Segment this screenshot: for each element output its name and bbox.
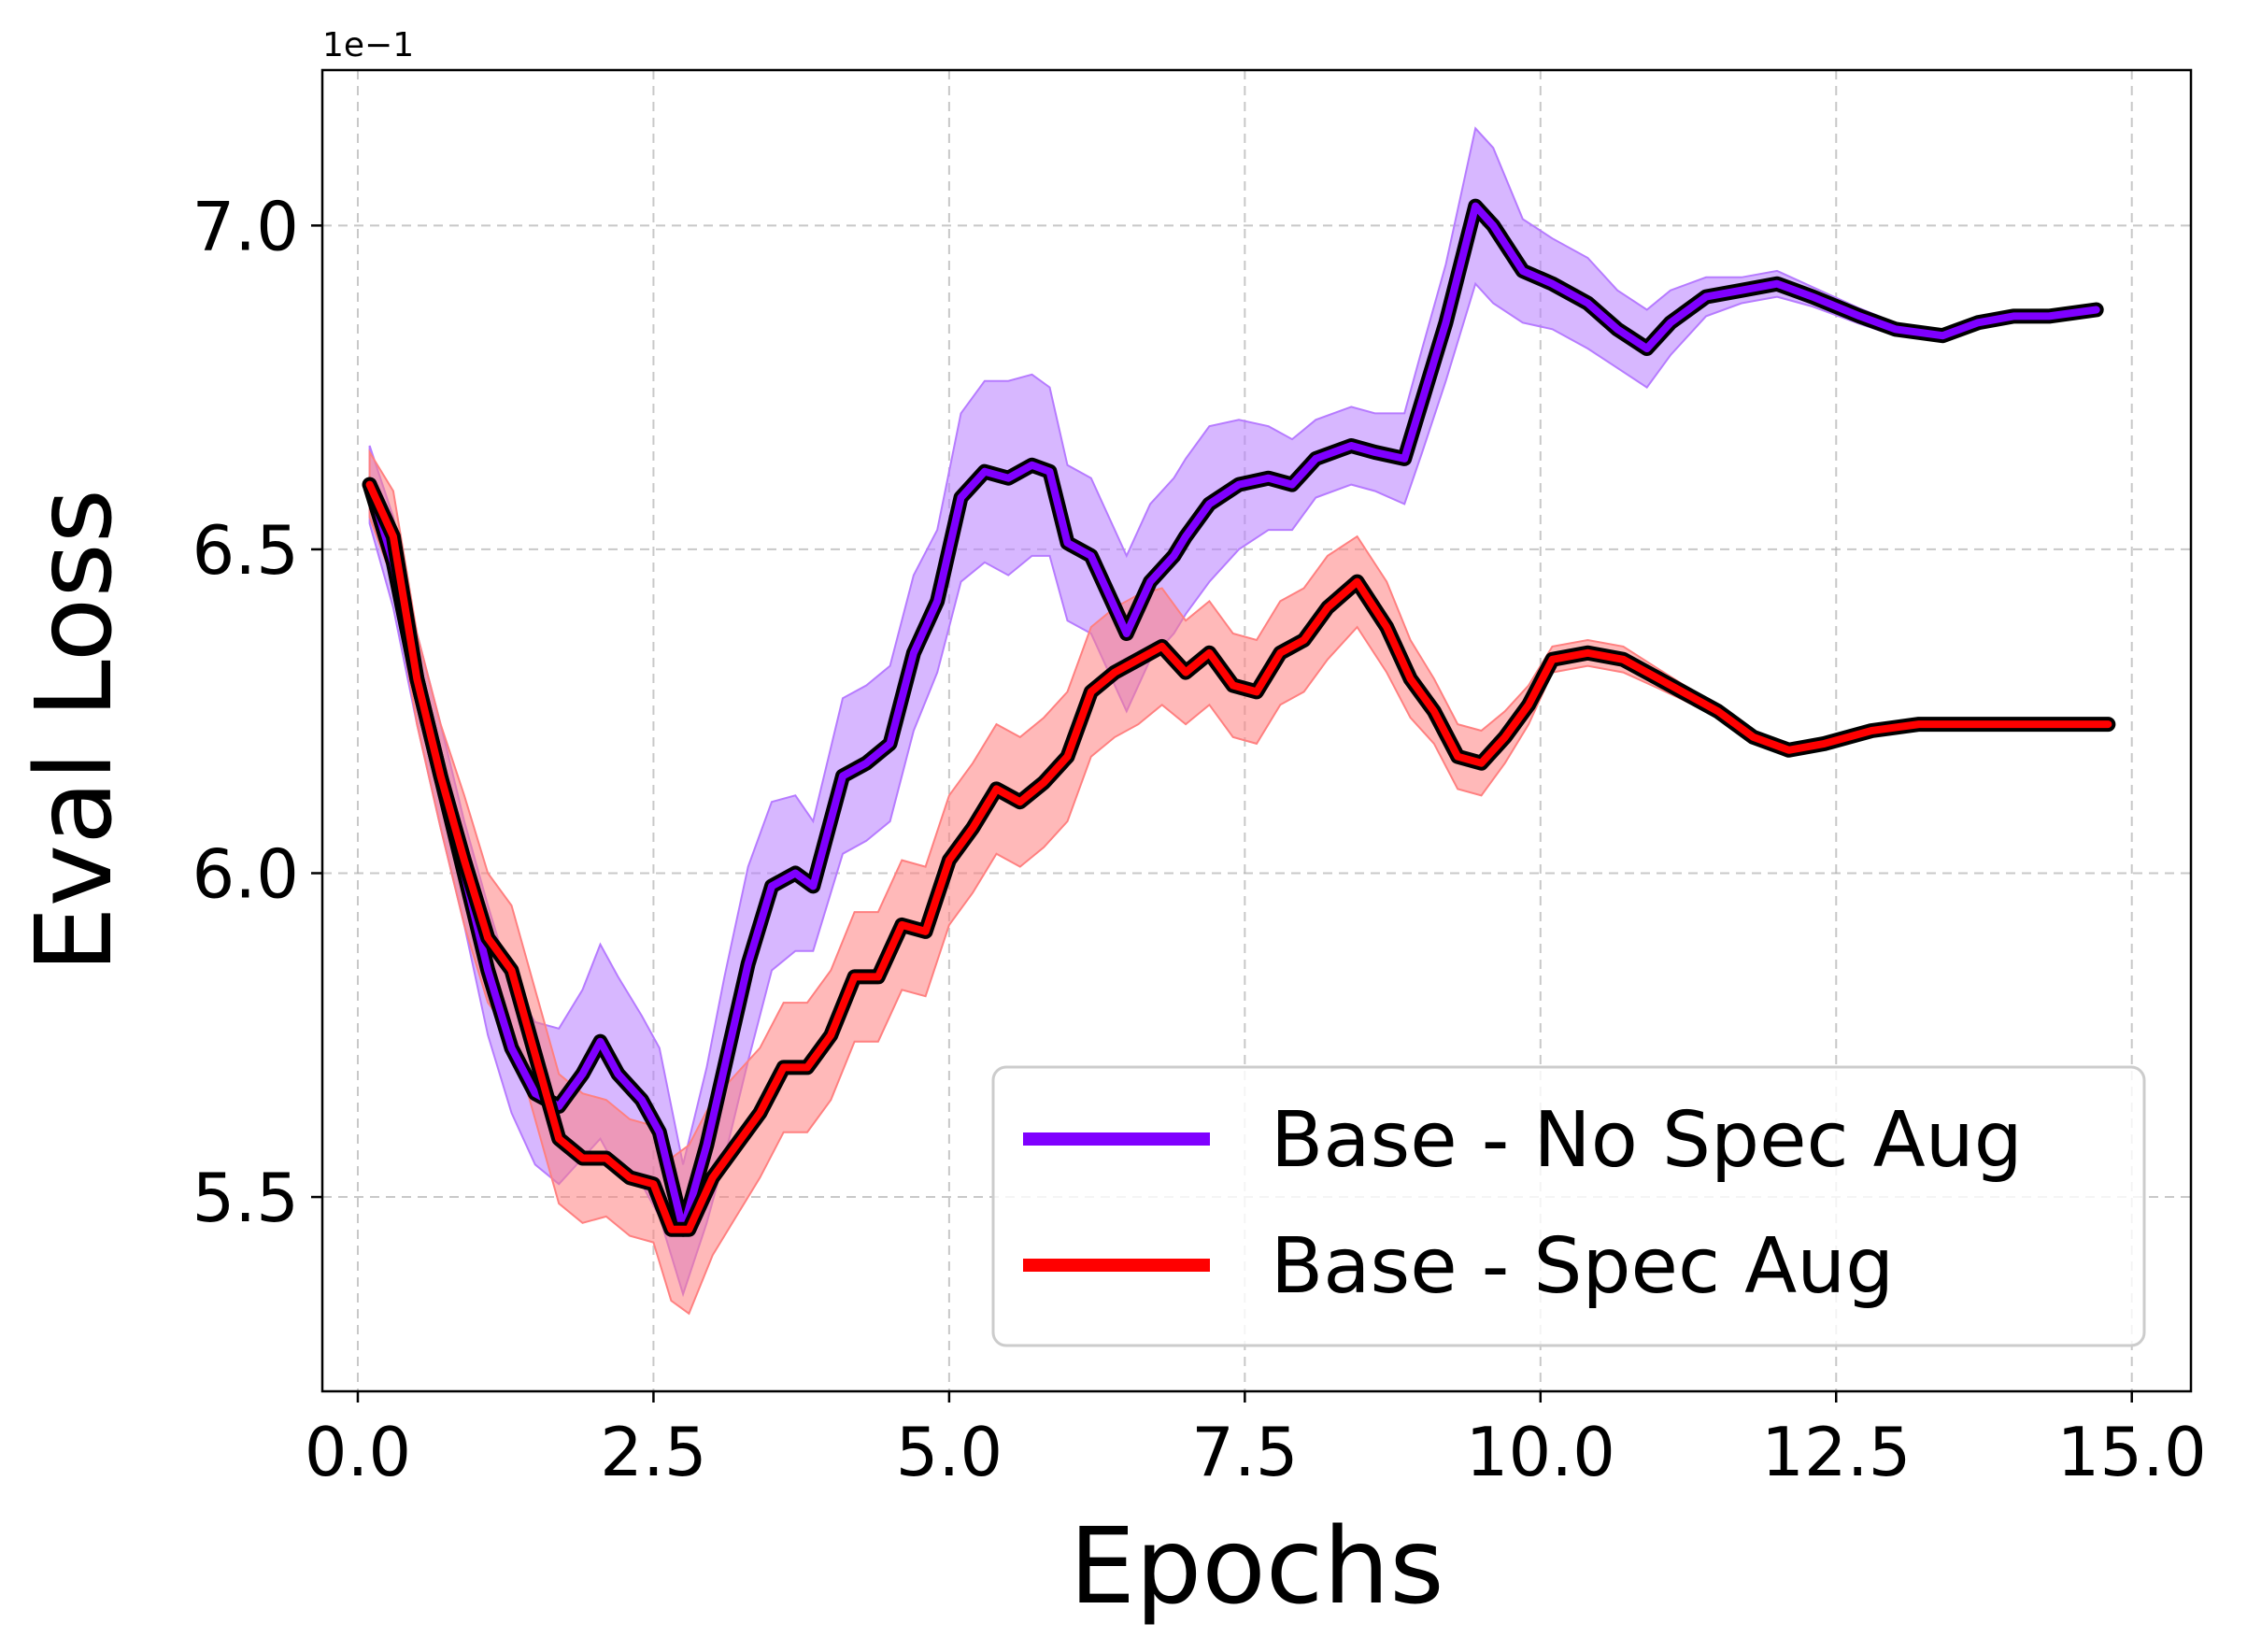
y-tick-label: 6.5	[192, 511, 299, 590]
x-tick-label: 0.0	[305, 1413, 412, 1491]
x-tick-label: 7.5	[1191, 1413, 1299, 1491]
legend-box	[991, 1065, 2146, 1347]
y-axis-ticks: 5.5 6.0 6.5 7.0	[192, 187, 322, 1237]
y-tick-label: 7.0	[192, 187, 299, 265]
legend-label-no-spec-aug: Base - No Spec Aug	[1271, 1096, 2023, 1185]
line-series-0	[365, 202, 2100, 1233]
y-axis-title: Eval Loss	[14, 489, 135, 973]
x-tick-label: 12.5	[1761, 1413, 1911, 1491]
x-axis-ticks: 0.0 2.5 5.0 7.5 10.0 12.5 15.0	[305, 1391, 2207, 1491]
plot-frame	[320, 68, 2193, 1393]
y-tick-label: 6.0	[192, 834, 299, 913]
y-tick-label: 5.5	[192, 1159, 299, 1237]
x-tick-label: 15.0	[2057, 1413, 2207, 1491]
legend: Base - No Spec Aug Base - Spec Aug	[991, 1065, 2146, 1347]
line-series-1	[365, 480, 2112, 1233]
series-lines	[362, 198, 2116, 1237]
legend-label-spec-aug: Base - Spec Aug	[1271, 1222, 1894, 1311]
x-tick-label: 2.5	[600, 1413, 707, 1491]
x-tick-label: 10.0	[1466, 1413, 1615, 1491]
x-tick-label: 5.0	[896, 1413, 1003, 1491]
x-axis-title: Epochs	[1069, 1506, 1443, 1628]
y-offset-label: 1e−1	[322, 26, 414, 64]
